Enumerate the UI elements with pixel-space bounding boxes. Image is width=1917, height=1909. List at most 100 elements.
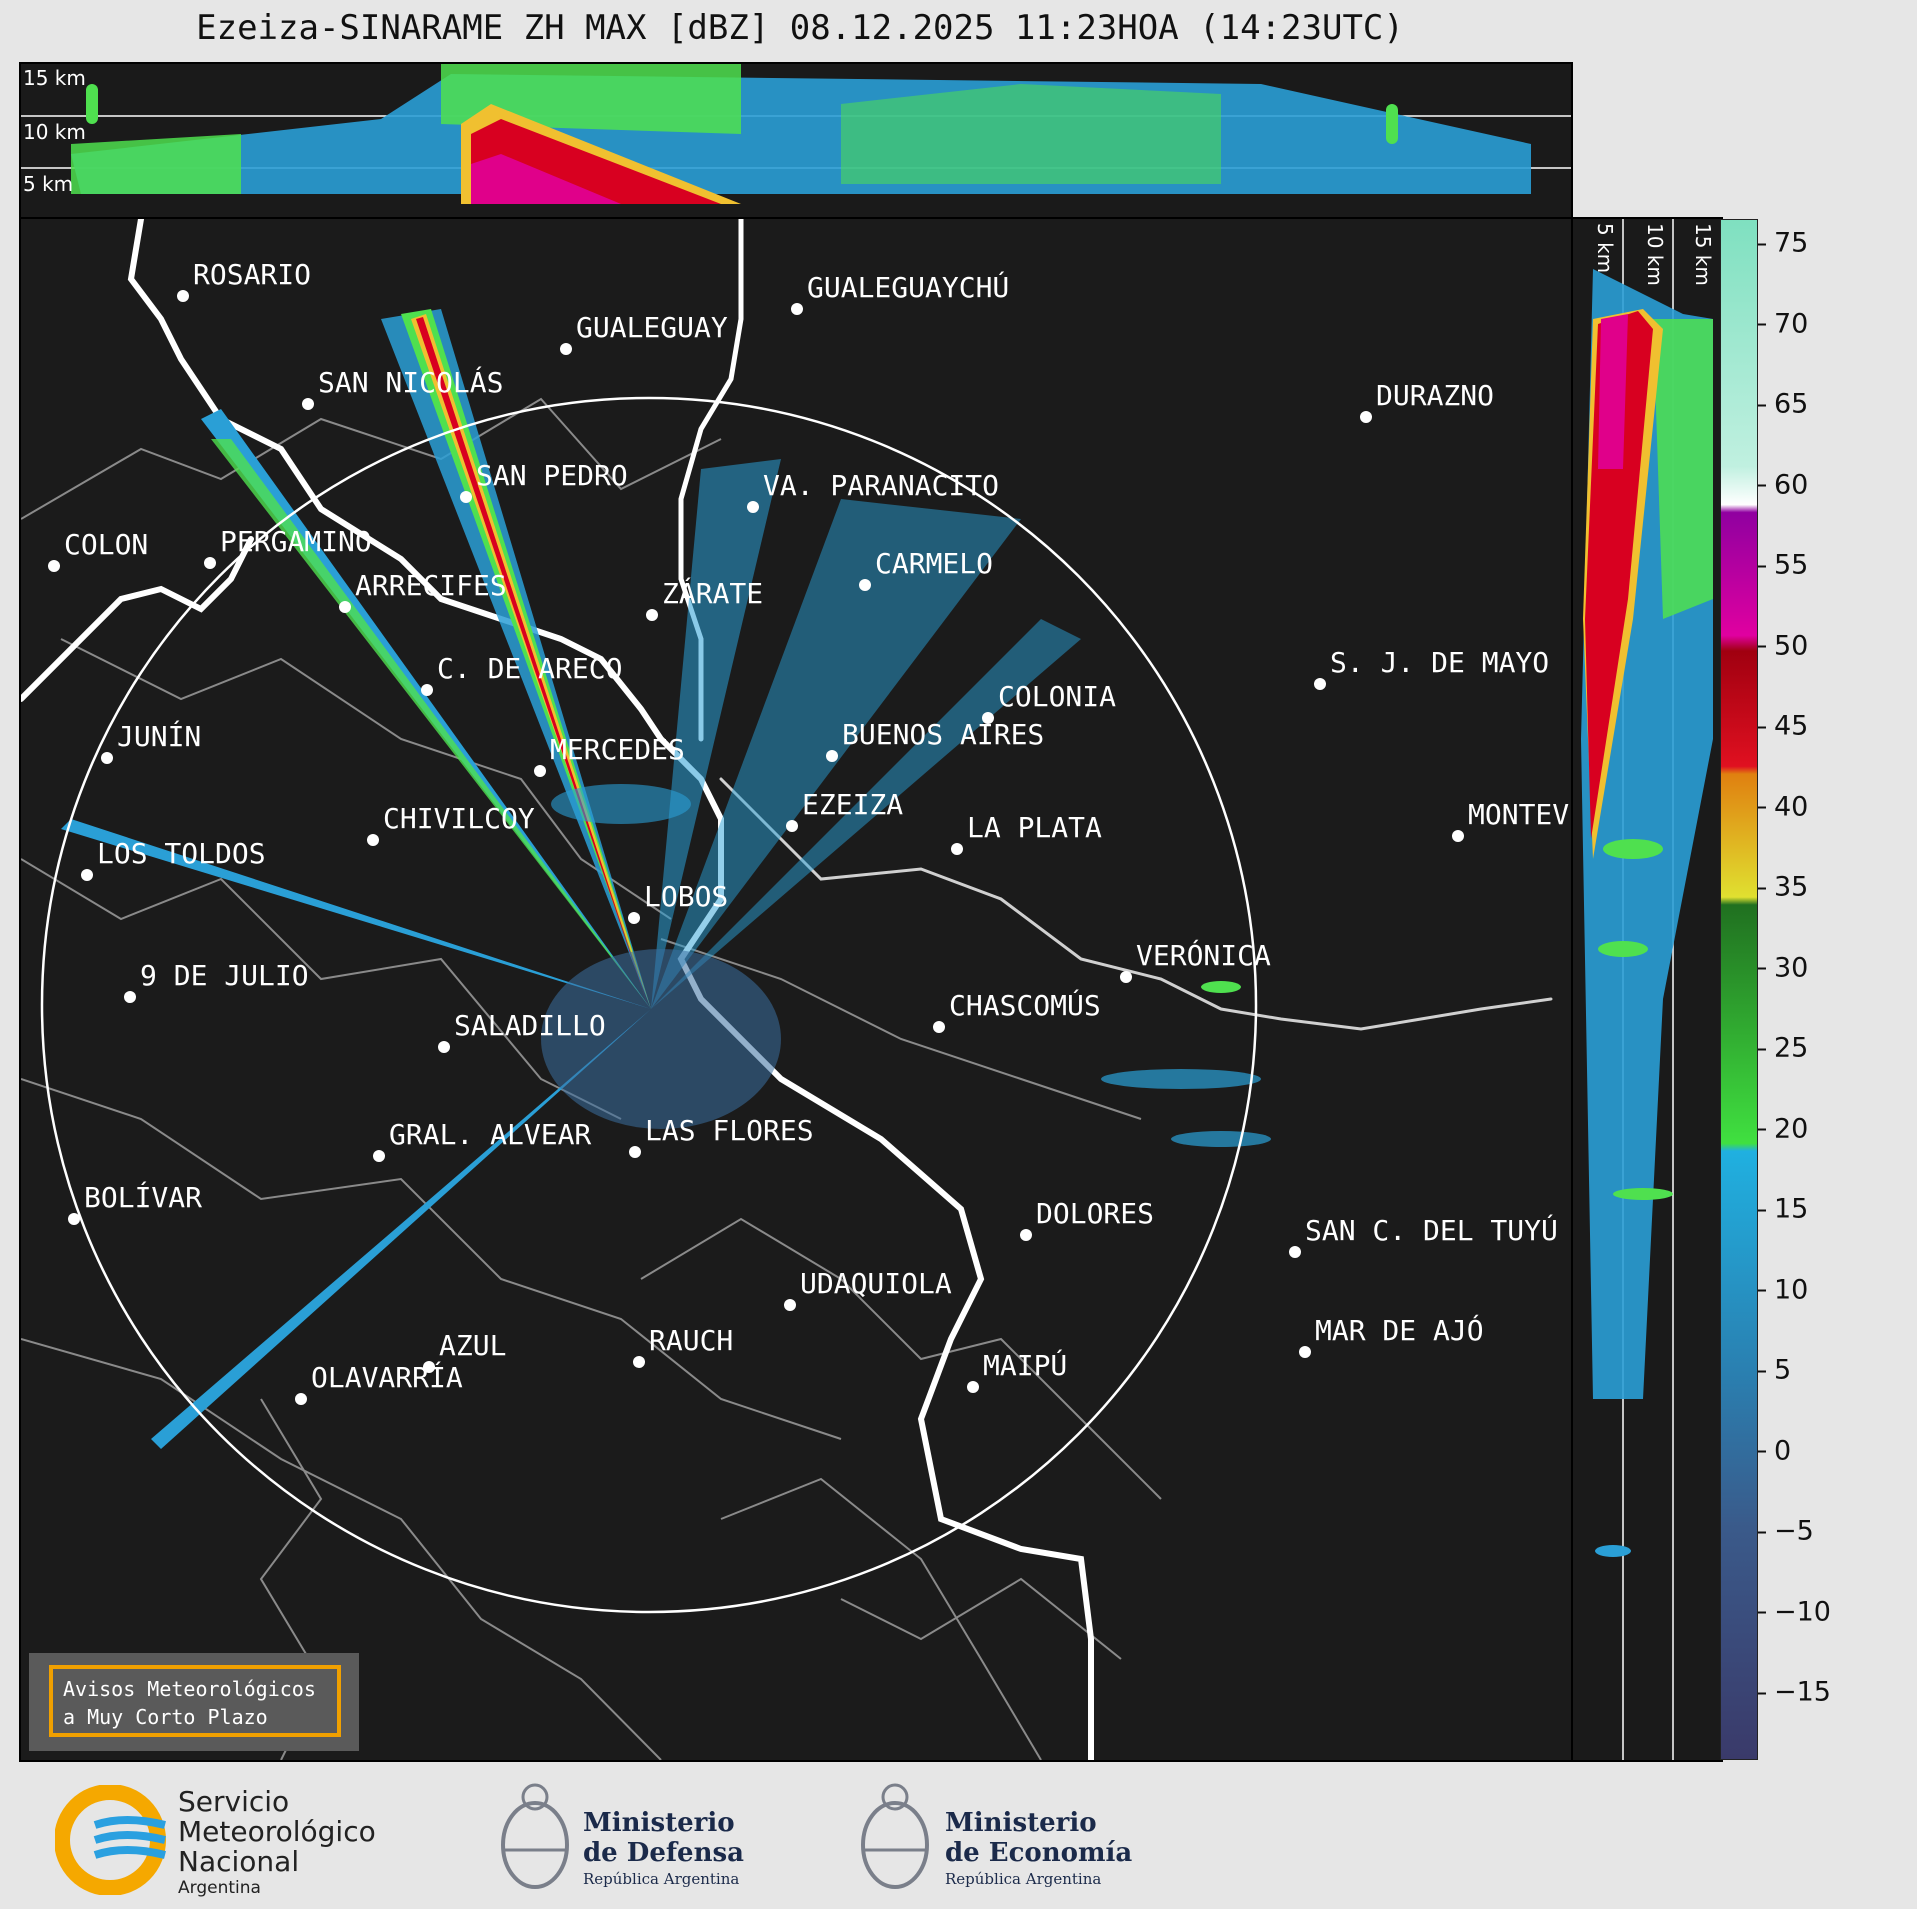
city-marker: PERGAMINO (204, 525, 372, 569)
smn-line-4: Argentina (178, 1878, 261, 1898)
city-marker: BOLÍVAR (68, 1180, 202, 1225)
city-dot (1020, 1229, 1032, 1241)
warning-box[interactable]: Avisos Meteorológicos a Muy Corto Plazo (29, 1653, 359, 1751)
city-marker: DOLORES (1020, 1197, 1154, 1241)
city-label: GRAL. ALVEAR (389, 1118, 591, 1151)
city-label: BUENOS AIRES (842, 718, 1044, 751)
city-dot (967, 1381, 979, 1393)
footer: Servicio Meteorológico Nacional Argentin… (0, 1760, 1917, 1909)
defensa-line-2: de Defensa (583, 1838, 744, 1868)
city-label: SAN NICOLÁS (318, 365, 503, 399)
colorbar-ticks: 75 70 65 60 55 50 45 40 35 30 25 20 15 10 5 0 −5 −10 −15 (1758, 219, 1908, 1758)
colorbar-tick-label: 55 (1758, 550, 1808, 581)
city-marker: SAN NICOLÁS (302, 365, 503, 410)
city-label: SAN C. DEL TUYÚ (1305, 1213, 1558, 1247)
warning-line-1: Avisos Meteorológicos (63, 1677, 316, 1701)
colorbar-tick-label: 0 (1758, 1435, 1791, 1466)
city-label: UDAQUIOLA (800, 1267, 952, 1300)
city-marker: RAUCH (633, 1324, 733, 1368)
city-dot (423, 1361, 435, 1373)
colorbar-tick-label: 30 (1758, 952, 1808, 983)
city-label: DOLORES (1036, 1197, 1154, 1230)
city-marker: SAN C. DEL TUYÚ (1289, 1213, 1558, 1258)
colorbar-tick-label: 20 (1758, 1113, 1808, 1144)
colorbar-tick-label: −5 (1758, 1516, 1814, 1547)
city-marker: VA. PARANACITO (747, 469, 999, 513)
top-height-label-10: 10 km (23, 120, 86, 144)
city-label: LAS FLORES (645, 1114, 814, 1147)
city-marker: SALADILLO (438, 1009, 606, 1053)
radar-map-plot: ROSARIO GUALEGUAYCHÚ GUALEGUAY SAN NICOLÁS D… (21, 219, 1569, 1760)
city-dot (982, 712, 994, 724)
city-dot (633, 1356, 645, 1368)
city-dot (629, 1146, 641, 1158)
city-dot (951, 843, 963, 855)
colorbar-tick-label: −10 (1758, 1596, 1831, 1627)
smn-line-3: Nacional (178, 1845, 300, 1878)
city-label: VERÓNICA (1136, 938, 1271, 972)
city-marker: COLONIA (982, 680, 1116, 724)
city-marker: EZEIZA (786, 788, 903, 832)
warning-line-2: a Muy Corto Plazo (63, 1705, 268, 1729)
colorbar-tick-label: 65 (1758, 389, 1808, 420)
city-dot (373, 1150, 385, 1162)
city-label: COLON (64, 528, 148, 561)
city-dot (1314, 678, 1326, 690)
colorbar (1720, 219, 1758, 1760)
defensa-line-1: Ministerio (583, 1808, 735, 1838)
city-marker: LOBOS (628, 880, 728, 924)
side-cross-section-panel: 5 km 10 km 15 km (1571, 217, 1723, 1762)
city-marker: MERCEDES (534, 733, 685, 777)
city-dot (339, 601, 351, 613)
colorbar-tick-label: 25 (1758, 1033, 1808, 1064)
smn-line-2: Meteorológico (178, 1815, 376, 1848)
city-marker: 9 DE JULIO (124, 959, 309, 1003)
city-label: CHASCOMÚS (949, 988, 1101, 1022)
colorbar-tick-label: 60 (1758, 469, 1808, 500)
city-label: BOLÍVAR (84, 1180, 202, 1214)
city-marker: LOS TOLDOS (81, 837, 266, 881)
city-label: ZÁRATE (662, 576, 763, 610)
city-dot (786, 820, 798, 832)
city-dot (204, 557, 216, 569)
range-ring (40, 396, 1258, 1614)
colorbar-tick-label: 50 (1758, 630, 1808, 661)
city-label: PERGAMINO (220, 525, 372, 558)
city-dot (68, 1213, 80, 1225)
radar-map[interactable]: ROSARIO GUALEGUAYCHÚ GUALEGUAY SAN NICOLÁS D… (19, 217, 1573, 1762)
city-dot (295, 1393, 307, 1405)
city-marker: CHASCOMÚS (933, 988, 1101, 1033)
top-cross-section-panel: 15 km 10 km 5 km (19, 62, 1573, 221)
city-label: LOS TOLDOS (97, 837, 266, 870)
city-label: JUNÍN (117, 719, 201, 753)
city-marker: JUNÍN (101, 719, 201, 764)
city-label: CARMELO (875, 547, 993, 580)
city-dot (646, 609, 658, 621)
city-marker: VERÓNICA (1120, 938, 1271, 983)
city-marker: LAS FLORES (629, 1114, 814, 1158)
economia-line-3: República Argentina (945, 1870, 1102, 1888)
city-dot (177, 290, 189, 302)
side-cross-section-plot (1581, 219, 1713, 1760)
city-dot (628, 912, 640, 924)
city-dot (859, 579, 871, 591)
economia-line-1: Ministerio (945, 1808, 1097, 1838)
coat-of-arms-icon (501, 1783, 569, 1889)
radar-echo-layer (61, 309, 1271, 1449)
city-dot (1452, 830, 1464, 842)
city-marker: MONTEV (1452, 798, 1569, 842)
colorbar-tick-label: −15 (1758, 1677, 1831, 1708)
city-dot (421, 684, 433, 696)
chart-title: Ezeiza-SINARAME ZH MAX [dBZ] 08.12.2025 … (196, 8, 1404, 48)
city-label: EZEIZA (802, 788, 903, 821)
city-dot (1299, 1346, 1311, 1358)
city-label: ARRECIFES (355, 569, 507, 602)
city-label: RAUCH (649, 1324, 733, 1357)
city-dot (367, 834, 379, 846)
city-marker: ROSARIO (177, 258, 311, 302)
city-label: OLAVARRÍA (311, 1360, 463, 1394)
city-marker: C. DE ARECO (421, 652, 622, 696)
city-label: GUALEGUAYCHÚ (807, 270, 1009, 304)
city-label: MAR DE AJÓ (1315, 1313, 1484, 1347)
city-marker: BUENOS AIRES (826, 718, 1044, 762)
